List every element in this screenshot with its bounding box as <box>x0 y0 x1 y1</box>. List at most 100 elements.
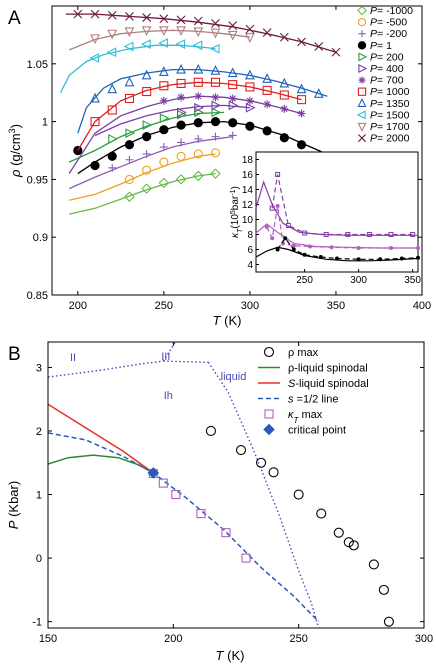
legend-symbol: P <box>370 17 377 29</box>
data-point <box>108 163 117 172</box>
data-point <box>140 39 151 50</box>
data-point <box>228 80 238 90</box>
y-tick-label: 18 <box>242 155 254 166</box>
legend-label: P= 400 <box>370 63 404 75</box>
data-point <box>176 26 186 37</box>
data-point <box>175 39 186 50</box>
data-point <box>193 170 204 182</box>
x-axis-symbol: T <box>216 648 225 663</box>
data-point <box>194 107 205 118</box>
x-tick-label: 200 <box>69 300 87 312</box>
y-tick-label: 8 <box>247 230 253 241</box>
legend-marker <box>358 30 366 38</box>
data-point <box>177 93 186 102</box>
data-point <box>228 118 238 128</box>
y-axis-label: κT(105bar-1) <box>230 186 244 238</box>
data-point <box>142 120 153 130</box>
data-point <box>245 24 255 34</box>
data-point <box>176 120 186 130</box>
phase-label: liquid <box>221 371 247 383</box>
data-point <box>141 26 152 37</box>
legend-symbol: P <box>370 109 377 121</box>
x-axis-label: T (K) <box>213 313 242 328</box>
data-point <box>262 126 272 136</box>
data-point <box>279 32 289 42</box>
data-point <box>245 102 256 113</box>
inset-data-point <box>410 232 416 237</box>
data-point <box>211 93 220 102</box>
data-point <box>210 148 221 158</box>
legend-symbol: P <box>370 63 377 75</box>
panel-label-b: B <box>8 344 21 365</box>
b-data-point <box>256 457 267 468</box>
y-tick-label: 14 <box>242 185 254 196</box>
legend-symbol: P <box>370 98 377 110</box>
legend-label: P= 700 <box>370 75 404 87</box>
legend-label: P= 1700 <box>370 121 410 133</box>
inset-data-point <box>366 232 372 237</box>
b-data-point <box>171 489 181 500</box>
legend-value: = 700 <box>377 75 404 87</box>
data-point <box>175 174 187 185</box>
x-tick-label: 250 <box>296 275 313 286</box>
data-point <box>193 63 204 74</box>
b-data-point <box>378 584 389 595</box>
x-axis-label: T (K) <box>216 648 245 663</box>
data-point <box>141 69 152 80</box>
data-point <box>193 16 203 26</box>
data-point <box>142 86 152 97</box>
y-tick-label: 2 <box>36 426 42 438</box>
data-point <box>193 118 203 128</box>
b-data-point <box>268 467 279 478</box>
series-line-0 <box>69 172 216 215</box>
data-point <box>107 151 117 161</box>
data-point <box>331 47 341 57</box>
legend-value: = 1350 <box>377 98 410 110</box>
legend-label: ρ max <box>288 347 319 359</box>
data-point <box>228 100 239 111</box>
b-data-point <box>158 478 168 488</box>
legend-value: = -1000 <box>377 5 413 17</box>
legend-marker <box>263 346 275 358</box>
b-series-line-1 <box>48 454 154 474</box>
data-point <box>279 90 289 100</box>
y-tick-label: 10 <box>242 215 254 226</box>
data-point <box>90 160 100 171</box>
data-point <box>158 38 168 48</box>
inset-series-line-2 <box>266 205 418 249</box>
data-point <box>211 132 220 141</box>
b-data-point <box>241 553 251 563</box>
data-point <box>210 77 221 87</box>
series-line-10 <box>68 29 250 51</box>
data-point <box>124 27 135 38</box>
inset-data-point <box>270 236 275 241</box>
legend-symbol: P <box>370 51 377 63</box>
legend-value: = 1500 <box>377 109 410 121</box>
y-tick-label: 1.05 <box>27 59 48 71</box>
data-point <box>245 96 254 105</box>
b-data-point <box>348 540 359 551</box>
data-point <box>107 10 117 20</box>
y-axis-unit: (Kbar) <box>6 481 21 521</box>
data-point <box>263 100 272 109</box>
legend-marker <box>264 409 274 419</box>
data-point <box>314 42 324 51</box>
data-point <box>245 69 255 80</box>
legend-symbol: P <box>370 5 377 17</box>
data-point <box>106 47 117 58</box>
b-series-line-2 <box>48 403 154 474</box>
b-data-point <box>147 467 160 479</box>
legend-label: P= 1 <box>370 40 392 52</box>
x-tick-label: 300 <box>350 275 367 286</box>
data-point <box>194 102 205 113</box>
series-line-2 <box>68 135 233 190</box>
data-point <box>90 34 100 45</box>
legend-label: P= 200 <box>370 51 404 63</box>
y-tick-label: 3 <box>36 362 42 374</box>
legend-value: = 200 <box>377 51 404 63</box>
legend-label: P= 1500 <box>370 109 410 121</box>
panel-b-frame <box>47 341 425 629</box>
legend-label: P= -1000 <box>370 5 413 17</box>
